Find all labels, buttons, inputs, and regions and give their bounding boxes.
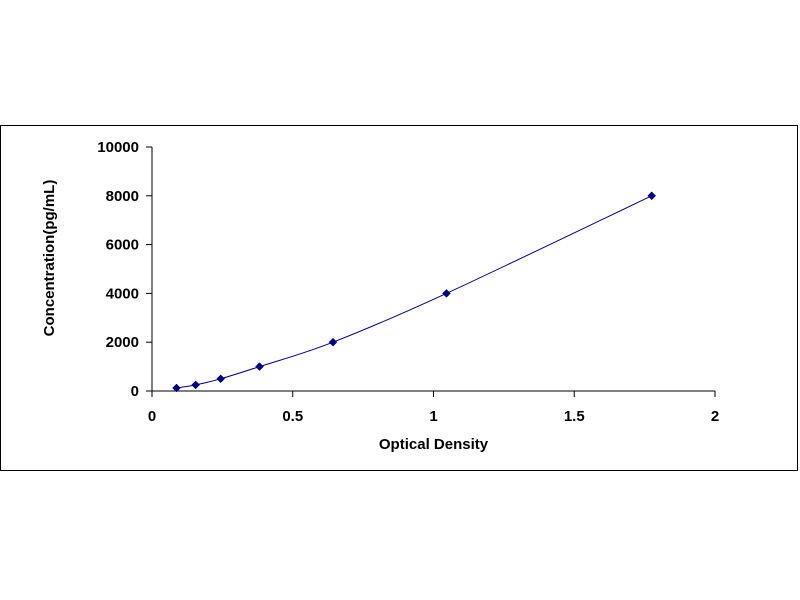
y-tick-label: 2000 [106, 334, 139, 351]
y-tick-label: 4000 [106, 285, 139, 302]
x-axis-ticks: 0 0.5 1 1.5 2 [148, 391, 719, 425]
x-axis-title: Optical Density [379, 436, 489, 453]
y-tick-label: 8000 [106, 188, 139, 205]
chart-frame [0, 125, 798, 471]
fitted-curve [176, 195, 652, 389]
data-point-marker [328, 337, 338, 347]
axes [151, 147, 715, 392]
data-point-marker [191, 380, 200, 390]
data-points [172, 191, 657, 393]
x-tick-label: 1.5 [564, 408, 585, 425]
data-point-marker [442, 289, 451, 298]
x-tick-label: 0.5 [282, 408, 303, 425]
data-point-marker [647, 191, 657, 201]
y-tick-label: 0 [131, 383, 139, 400]
x-tick-label: 1 [429, 408, 437, 425]
x-tick-label: 0 [148, 408, 156, 425]
y-axis-ticks: 0 2000 4000 6000 8000 10000 [97, 139, 152, 400]
data-point-marker [172, 383, 181, 393]
data-point-marker [216, 374, 226, 384]
y-axis-title: Concentration(pg/mL) [41, 180, 58, 337]
y-tick-label: 10000 [97, 139, 139, 156]
data-point-marker [255, 362, 264, 371]
y-tick-label: 6000 [106, 237, 139, 254]
x-tick-label: 2 [711, 408, 719, 425]
